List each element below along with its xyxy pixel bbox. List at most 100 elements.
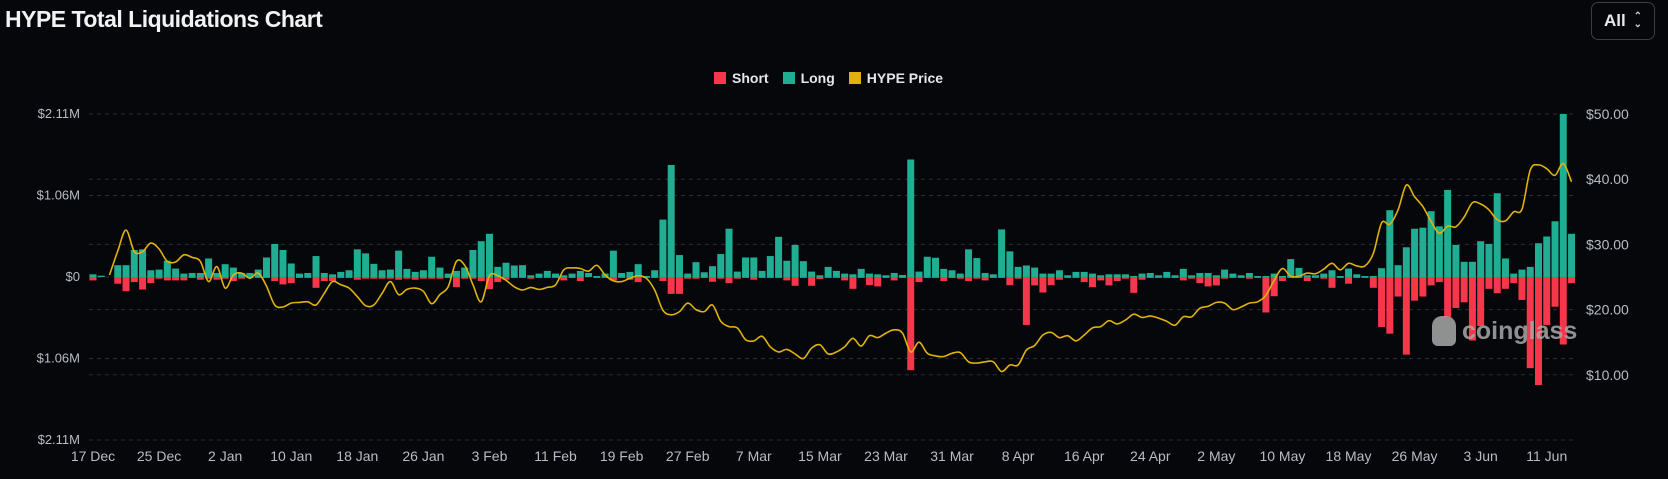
x-tick-label: 2 Jan: [208, 448, 242, 464]
long-bar: [1237, 275, 1245, 277]
short-bar: [865, 277, 873, 286]
long-bar: [1485, 243, 1493, 277]
short-bar: [733, 277, 741, 279]
long-bar: [180, 273, 188, 277]
long-bar: [874, 274, 882, 277]
short-bar: [386, 277, 394, 279]
short-bar: [155, 277, 163, 279]
short-bar: [180, 277, 188, 281]
y-left-tick-label: $1.06M: [37, 351, 80, 366]
long-bar: [1378, 268, 1386, 277]
y-left-tick-label: $0: [66, 269, 80, 284]
long-bar: [130, 249, 138, 277]
short-bar: [766, 277, 774, 279]
short-bar: [196, 277, 204, 280]
long-bar: [1402, 247, 1410, 277]
long-bar: [1345, 268, 1353, 277]
short-bar: [717, 277, 725, 279]
short-bar: [1568, 277, 1576, 284]
short-bar: [816, 277, 824, 280]
short-bar: [1394, 277, 1402, 297]
legend-item-long[interactable]: Long: [782, 70, 835, 86]
short-bar: [1006, 277, 1014, 286]
long-bar: [312, 256, 320, 277]
x-tick-label: 8 Apr: [1002, 448, 1035, 464]
legend-swatch-price: [848, 72, 861, 84]
long-bar: [1146, 272, 1154, 277]
long-bar: [1287, 259, 1295, 277]
long-bar: [139, 249, 147, 277]
long-bar: [1171, 275, 1179, 277]
short-bar: [1122, 277, 1129, 279]
long-bar: [1394, 265, 1402, 277]
short-bar: [1295, 277, 1303, 279]
long-bar: [1130, 275, 1138, 277]
long-bar: [618, 272, 626, 277]
long-bar: [1427, 211, 1435, 277]
short-bar: [956, 277, 964, 279]
short-bar: [973, 277, 981, 279]
long-bar: [725, 228, 733, 277]
short-bar: [1196, 277, 1204, 284]
long-bar: [816, 275, 824, 277]
short-bar: [634, 277, 642, 283]
long-bar: [1245, 272, 1253, 277]
long-bar: [419, 270, 427, 277]
legend-item-short[interactable]: Short: [714, 70, 769, 86]
long-bar: [436, 267, 444, 277]
short-bar: [890, 277, 898, 281]
long-bar: [568, 273, 576, 277]
long-bar: [651, 270, 659, 277]
long-bar: [965, 249, 973, 277]
short-bar: [444, 277, 452, 279]
short-bar: [725, 277, 733, 284]
long-bar: [287, 263, 295, 277]
short-bar: [1402, 277, 1410, 355]
short-bar: [147, 277, 155, 284]
short-bar: [1543, 277, 1551, 325]
short-bar: [510, 277, 518, 279]
long-bar: [1138, 273, 1146, 277]
short-bar: [1328, 277, 1336, 288]
coinglass-logo-icon: [1432, 316, 1456, 346]
long-bar: [758, 270, 766, 277]
x-tick-label: 3 Jun: [1464, 448, 1498, 464]
long-bar: [1014, 266, 1022, 277]
long-bar: [907, 159, 915, 277]
short-bar: [874, 277, 882, 287]
legend-label-long: Long: [800, 70, 835, 86]
short-bar: [139, 277, 147, 290]
long-bar: [932, 257, 940, 277]
short-bar: [799, 277, 807, 279]
x-tick-label: 26 Jan: [402, 448, 444, 464]
long-bar: [882, 275, 890, 277]
long-bar: [832, 270, 840, 277]
short-bar: [1485, 277, 1493, 289]
short-bar: [1303, 277, 1311, 282]
long-bar: [155, 269, 163, 277]
long-bar: [857, 268, 865, 277]
long-bar: [1386, 210, 1394, 277]
x-tick-label: 19 Feb: [600, 448, 644, 464]
long-bar: [1254, 275, 1262, 277]
long-bar: [1212, 275, 1220, 277]
x-tick-label: 3 Feb: [472, 448, 508, 464]
long-bar: [1221, 269, 1229, 277]
long-bar: [890, 272, 898, 277]
long-bar: [923, 256, 931, 277]
short-bar: [1311, 277, 1319, 279]
short-bar: [1435, 277, 1443, 283]
long-bar: [824, 266, 832, 277]
short-bar: [998, 277, 1006, 279]
long-bar: [1336, 275, 1344, 277]
long-bar: [1006, 251, 1014, 277]
legend-item-price[interactable]: HYPE Price: [848, 70, 943, 86]
short-bar: [1097, 277, 1105, 281]
long-bar: [1460, 261, 1468, 277]
short-bar: [419, 277, 427, 279]
time-range-select[interactable]: All ⌃ ⌄: [1591, 2, 1655, 40]
y-right-tick-label: $10.00: [1586, 367, 1629, 383]
short-bar: [337, 277, 345, 279]
long-bar: [1411, 228, 1419, 277]
short-bar: [130, 277, 138, 283]
